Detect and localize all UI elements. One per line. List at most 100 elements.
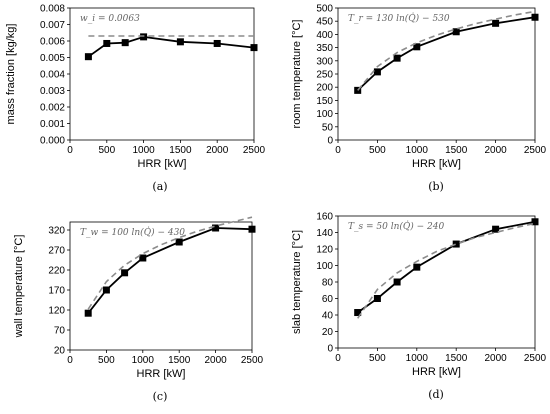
y-tick-label: 40 <box>322 311 334 322</box>
x-tick-label: 1000 <box>132 355 155 366</box>
plot-frame <box>69 7 255 141</box>
x-tick-label: 1500 <box>168 355 191 366</box>
measured-data-point <box>492 225 500 233</box>
measured-data-point <box>531 13 539 21</box>
fit-curve-line <box>87 216 253 310</box>
y-tick-label: 0 <box>327 344 333 355</box>
x-tick-label: 500 <box>98 355 115 366</box>
x-tick-label: 500 <box>369 353 386 364</box>
x-tick-label: 1500 <box>169 145 192 156</box>
y-tick-label: 450 <box>316 17 333 28</box>
measured-data-point <box>373 68 381 76</box>
measured-data-point <box>212 224 220 232</box>
measured-data-point <box>84 309 92 317</box>
y-tick-label: 300 <box>316 56 333 67</box>
y-tick-label: 140 <box>316 228 333 239</box>
measured-data-point <box>452 28 460 36</box>
y-tick-label: 0.003 <box>40 86 65 97</box>
fit-equation-label: T_r = 130 ln(Q̇) − 530 <box>348 12 450 24</box>
y-tick-label: 20 <box>54 346 66 357</box>
y-tick-label: 200 <box>316 83 333 94</box>
plot-frame <box>69 221 253 351</box>
fit-curve-line <box>357 222 536 319</box>
fit-equation-label: T_w = 100 ln(Q̇) − 430 <box>80 226 185 238</box>
measured-data-point <box>250 44 258 52</box>
fit-equation-label: T_s = 50 ln(Q̇) − 240 <box>348 220 444 232</box>
measured-data-point <box>452 240 460 248</box>
y-tick-label: 0 <box>327 136 333 147</box>
measured-series-line <box>357 220 536 314</box>
panel-caption: (c) <box>153 390 168 403</box>
y-axis-label: room temperature [°C] <box>291 20 303 129</box>
x-tick-label: 2500 <box>243 145 266 156</box>
x-axis-label: HRR [kW] <box>412 158 461 170</box>
panel-caption: (b) <box>428 180 444 193</box>
x-tick-label: 1500 <box>445 145 468 156</box>
panel-caption: (a) <box>152 180 167 193</box>
chart-panel: 0.000 0.001 0.002 0.003 0.004 0.005 0.006 0.007… <box>5 4 266 194</box>
x-tick-label: 1000 <box>406 145 429 156</box>
x-tick-label: 0 <box>335 353 341 364</box>
x-tick-label: 2500 <box>524 353 547 364</box>
chart-panel: 0 50 100 150 200 250 300 350 400 450 500 0 500 1000 15… <box>291 4 547 194</box>
x-tick-label: 1000 <box>406 353 429 364</box>
measured-data-point <box>139 254 147 262</box>
y-tick-label: 100 <box>316 261 333 272</box>
y-tick-label: 70 <box>54 326 66 337</box>
measured-data-point <box>531 218 539 226</box>
y-tick-label: 0.000 <box>40 136 65 147</box>
x-tick-label: 2000 <box>206 145 229 156</box>
measured-data-point <box>175 238 183 246</box>
measured-data-point <box>121 269 129 277</box>
y-tick-label: 0.002 <box>40 103 65 114</box>
y-tick-label: 0.008 <box>40 4 65 15</box>
measured-data-point <box>393 54 401 62</box>
measured-data-point <box>413 263 421 271</box>
x-tick-label: 0 <box>67 355 73 366</box>
measured-data-point <box>84 53 92 61</box>
panel-caption: (d) <box>428 388 444 401</box>
plot-frame <box>337 7 536 141</box>
chart-panel: 20 70 120 170 220 270 320 0 500 1000 1500 2000 2500 H… <box>13 216 264 403</box>
measured-data-point <box>102 286 110 294</box>
y-axis-label: slab temperature [°C] <box>291 230 303 334</box>
y-tick-label: 120 <box>316 245 333 256</box>
fit-curve-line <box>357 10 536 91</box>
measured-data-point <box>176 38 184 46</box>
y-tick-label: 0.007 <box>40 20 65 31</box>
x-axis-label: HRR [kW] <box>412 366 461 378</box>
measured-data-point <box>413 43 421 51</box>
y-tick-label: 120 <box>48 306 65 317</box>
x-tick-label: 500 <box>369 145 386 156</box>
y-tick-label: 20 <box>322 327 334 338</box>
x-tick-label: 0 <box>67 145 73 156</box>
y-tick-label: 270 <box>48 246 65 257</box>
y-tick-label: 60 <box>322 294 334 305</box>
y-tick-label: 0.006 <box>40 37 65 48</box>
x-tick-label: 2000 <box>484 145 507 156</box>
y-tick-label: 350 <box>316 43 333 54</box>
y-tick-label: 170 <box>48 286 65 297</box>
x-tick-label: 500 <box>98 145 115 156</box>
plot-frame <box>337 215 536 349</box>
y-tick-label: 220 <box>48 266 65 277</box>
y-tick-label: 320 <box>48 226 65 237</box>
y-axis-label: mass fraction [kg/kg] <box>5 24 17 125</box>
x-tick-label: 2500 <box>241 355 264 366</box>
y-tick-label: 250 <box>316 70 333 81</box>
measured-data-point <box>103 39 111 47</box>
y-tick-label: 80 <box>322 278 334 289</box>
measured-data-point <box>140 33 148 41</box>
x-tick-label: 1000 <box>132 145 155 156</box>
y-tick-label: 0.005 <box>40 53 65 64</box>
y-tick-label: 500 <box>316 4 333 15</box>
y-axis-label: wall temperature [°C] <box>13 235 25 339</box>
y-tick-label: 150 <box>316 96 333 107</box>
fit-equation-label: w_i = 0.0063 <box>80 14 140 24</box>
y-tick-label: 50 <box>322 122 334 133</box>
x-tick-label: 2500 <box>524 145 547 156</box>
measured-data-point <box>213 39 221 47</box>
measured-data-point <box>492 19 500 27</box>
x-tick-label: 2000 <box>204 355 227 366</box>
